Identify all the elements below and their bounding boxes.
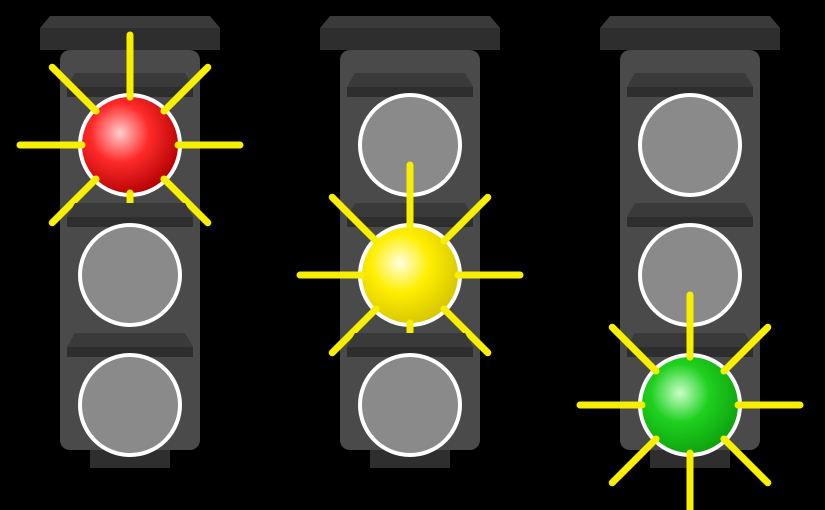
housing-cap: [320, 28, 500, 50]
bulb-visor-top: [627, 73, 753, 87]
housing-cap-hood: [320, 16, 500, 28]
housing-cap: [600, 28, 780, 50]
traffic-light-yellow: [300, 16, 520, 468]
bulb-slot-0-off: [640, 95, 740, 195]
bulb-visor-top: [67, 203, 193, 217]
bulb-visor-top: [347, 333, 473, 347]
traffic-light-green: [580, 16, 800, 510]
traffic-light-red: [20, 16, 240, 468]
housing-cap-hood: [40, 16, 220, 28]
bulb-slot-2-off: [360, 355, 460, 455]
housing-cap-hood: [600, 16, 780, 28]
bulb-visor-top: [67, 333, 193, 347]
bulb-slot-1-off: [80, 225, 180, 325]
bulb-slot-2-off: [80, 355, 180, 455]
bulb-visor-top: [347, 73, 473, 87]
bulb-visor-top: [627, 203, 753, 217]
